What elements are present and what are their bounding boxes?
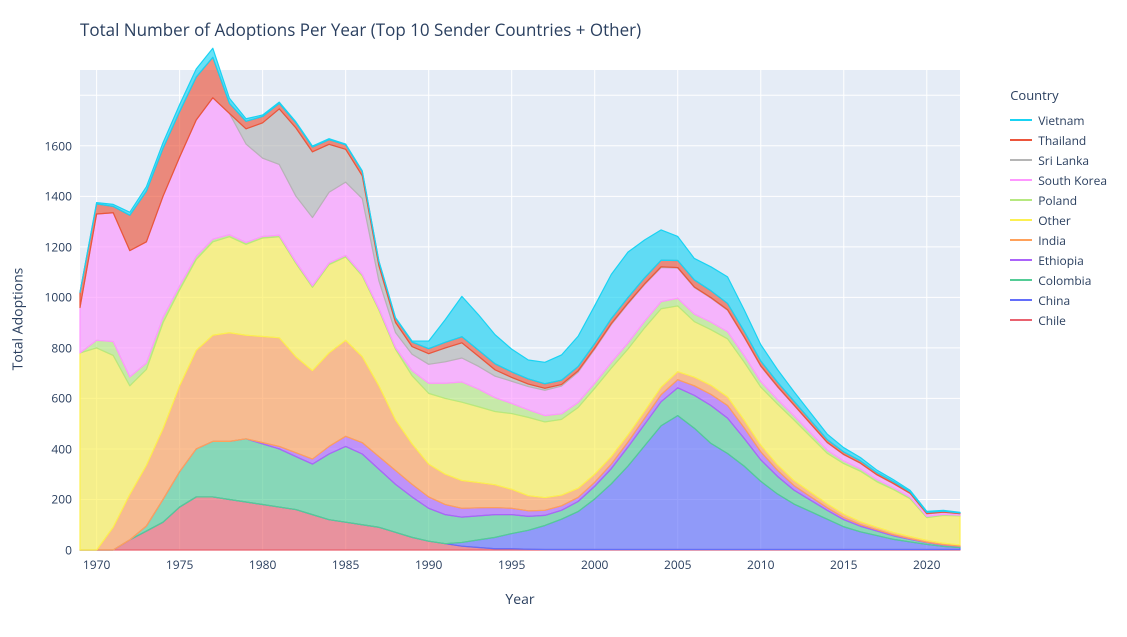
- x-tick: 1990: [415, 556, 442, 573]
- legend-swatch: [1010, 299, 1032, 301]
- chart-container: Total Number of Adoptions Per Year (Top …: [0, 0, 1127, 637]
- legend-label: Colombia: [1038, 272, 1091, 289]
- legend-item-other[interactable]: Other: [1010, 210, 1107, 230]
- y-tick: 1000: [45, 289, 72, 306]
- legend-label: Vietnam: [1038, 112, 1084, 129]
- legend-item-poland[interactable]: Poland: [1010, 190, 1107, 210]
- x-tick: 1980: [249, 556, 276, 573]
- x-tick: 2010: [747, 556, 774, 573]
- x-tick: 1985: [332, 556, 359, 573]
- y-tick: 200: [51, 491, 72, 508]
- y-tick: 1200: [45, 238, 72, 255]
- plot-svg: [80, 70, 960, 550]
- legend-label: Poland: [1038, 192, 1077, 209]
- legend: Country Vietnam Thailand Sri Lanka South Ko…: [1010, 86, 1107, 330]
- legend-swatch: [1010, 319, 1032, 321]
- legend-swatch: [1010, 119, 1032, 121]
- legend-label: Other: [1038, 212, 1071, 229]
- legend-label: Ethiopia: [1038, 252, 1084, 269]
- legend-label: Thailand: [1038, 132, 1086, 149]
- legend-swatch: [1010, 279, 1032, 281]
- y-axis-label: Total Adoptions: [9, 267, 28, 370]
- legend-swatch: [1010, 179, 1032, 181]
- legend-swatch: [1010, 139, 1032, 141]
- x-tick: 2000: [581, 556, 608, 573]
- x-tick: 1995: [498, 556, 525, 573]
- x-axis: 1970 1975 1980 1985 1990 1995 2000 2005 2010 2015…: [80, 550, 960, 582]
- y-tick: 800: [51, 339, 72, 356]
- y-tick: 1400: [45, 188, 72, 205]
- legend-swatch: [1010, 199, 1032, 201]
- legend-item-colombia[interactable]: Colombia: [1010, 270, 1107, 290]
- x-axis-label: Year: [505, 590, 534, 609]
- legend-label: India: [1038, 232, 1066, 249]
- legend-label: Sri Lanka: [1038, 152, 1089, 169]
- legend-item-chile[interactable]: Chile: [1010, 310, 1107, 330]
- legend-label: China: [1038, 292, 1070, 309]
- legend-item-south-korea[interactable]: South Korea: [1010, 170, 1107, 190]
- legend-item-india[interactable]: India: [1010, 230, 1107, 250]
- legend-swatch: [1010, 239, 1032, 241]
- legend-item-sri-lanka[interactable]: Sri Lanka: [1010, 150, 1107, 170]
- x-tick: 2005: [664, 556, 691, 573]
- legend-item-vietnam[interactable]: Vietnam: [1010, 110, 1107, 130]
- legend-label: Chile: [1038, 312, 1066, 329]
- y-tick: 0: [65, 542, 72, 559]
- legend-item-china[interactable]: China: [1010, 290, 1107, 310]
- x-tick: 1975: [166, 556, 193, 573]
- legend-label: South Korea: [1038, 172, 1107, 189]
- legend-title: Country: [1010, 86, 1107, 104]
- plot-wrap: 20040060080010001200140016000 1970197519…: [80, 70, 960, 550]
- legend-swatch: [1010, 159, 1032, 161]
- legend-swatch: [1010, 219, 1032, 221]
- y-axis: 20040060080010001200140016000: [30, 70, 80, 550]
- legend-item-thailand[interactable]: Thailand: [1010, 130, 1107, 150]
- x-tick: 2020: [913, 556, 940, 573]
- legend-swatch: [1010, 259, 1032, 261]
- plot-area[interactable]: [80, 70, 960, 550]
- legend-item-ethiopia[interactable]: Ethiopia: [1010, 250, 1107, 270]
- chart-title: Total Number of Adoptions Per Year (Top …: [80, 18, 641, 41]
- y-tick: 400: [51, 440, 72, 457]
- y-tick: 600: [51, 390, 72, 407]
- x-tick: 1970: [83, 556, 110, 573]
- x-tick: 2015: [830, 556, 857, 573]
- y-tick: 1600: [45, 137, 72, 154]
